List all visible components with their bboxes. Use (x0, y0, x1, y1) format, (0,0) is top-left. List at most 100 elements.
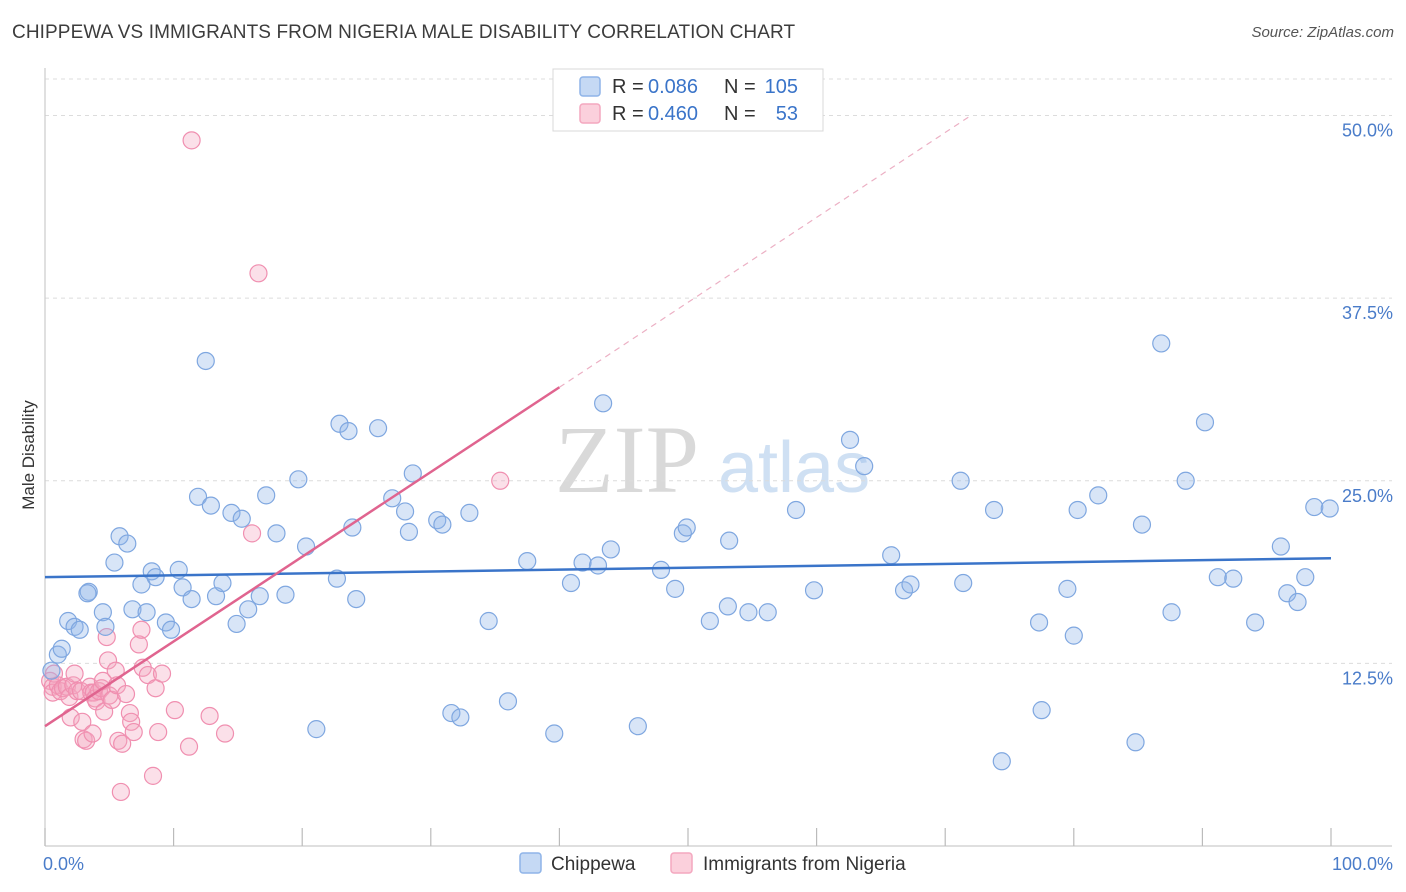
chippewa-point-62 (601, 540, 620, 559)
chippewa-point-98 (1271, 537, 1290, 556)
chippewa-point-86 (1064, 626, 1083, 645)
chart-title: CHIPPEWA VS IMMIGRANTS FROM NIGERIA MALE… (12, 22, 796, 43)
chippewa-point-100 (1288, 592, 1307, 612)
legend-n-label-2: N = (724, 103, 756, 125)
legend-n-value-1: 105 (765, 76, 798, 98)
chippewa-point-31 (239, 600, 258, 619)
chippewa-point-52 (451, 708, 470, 727)
nigeria-point-54 (249, 264, 268, 283)
nigeria-point-14 (73, 712, 92, 731)
chippewa-point-57 (545, 724, 564, 743)
chippewa-point-34 (267, 524, 286, 543)
chippewa-point-97 (1246, 613, 1265, 632)
source-label: Source: ZipAtlas.com (1251, 24, 1394, 41)
chippewa-point-7 (78, 584, 97, 603)
chippewa-point-68 (700, 611, 719, 631)
chippewa-point-103 (1320, 499, 1339, 518)
chippewa-point-5 (70, 620, 89, 639)
chippewa-point-58 (561, 573, 581, 593)
bottom-legend-label-chippewa: Chippewa (551, 854, 636, 875)
chippewa-point-55 (498, 692, 518, 711)
chippewa-point-30 (232, 509, 251, 528)
chippewa-point-56 (518, 552, 537, 571)
chippewa-point-76 (855, 457, 874, 476)
x-tick-label-max: 100.0% (1332, 854, 1393, 874)
chippewa-point-27 (213, 573, 232, 593)
nigeria-point-3 (44, 664, 64, 683)
watermark-zip-text: ZIP (555, 406, 699, 513)
chippewa-point-70 (720, 531, 739, 550)
chippewa-point-9 (96, 617, 115, 636)
chippewa-point-37 (296, 537, 316, 556)
nigeria-trend-extension (559, 115, 972, 388)
bottom-legend: Chippewa Immigrants from Nigeria (519, 852, 906, 875)
trend-lines (44, 115, 1332, 728)
legend-swatch-chippewa (579, 76, 601, 97)
chippewa-point-0 (42, 661, 61, 680)
legend-swatch-nigeria (579, 103, 601, 124)
chippewa-point-54 (479, 611, 498, 631)
chippewa-point-2 (52, 639, 71, 658)
watermark: ZIP atlas (555, 406, 870, 513)
chippewa-point-84 (1032, 701, 1051, 720)
axes (44, 68, 1392, 847)
nigeria-point-53 (242, 524, 262, 543)
chippewa-point-82 (984, 500, 1004, 520)
nigeria-point-50 (182, 131, 201, 150)
chippewa-point-60 (588, 556, 608, 575)
nigeria-point-19 (83, 724, 102, 743)
legend-n-label-1: N = (724, 76, 756, 98)
nigeria-point-44 (143, 766, 163, 785)
legend-r-label-2: R = (612, 103, 644, 125)
y-tick-label-1: 25.0% (1342, 486, 1393, 506)
legend-r-value-2: 0.460 (648, 103, 698, 125)
chippewa-point-39 (327, 569, 347, 588)
watermark-atlas-text: atlas (718, 428, 870, 508)
chippewa-point-15 (137, 603, 156, 622)
nigeria-point-39 (124, 722, 143, 742)
chippewa-point-38 (307, 720, 326, 739)
chippewa-point-72 (758, 603, 777, 622)
chippewa-point-51 (442, 703, 461, 723)
chippewa-point-43 (347, 589, 366, 609)
y-tick-label-2: 37.5% (1342, 303, 1393, 323)
nigeria-point-40 (129, 635, 148, 654)
nigeria-point-16 (77, 731, 96, 750)
chippewa-point-44 (368, 419, 388, 438)
chippewa-points (42, 334, 1339, 771)
chippewa-point-77 (882, 546, 901, 565)
chippewa-point-71 (739, 603, 758, 622)
nigeria-point-35 (113, 734, 132, 753)
chippewa-point-80 (951, 471, 970, 490)
chippewa-point-36 (289, 470, 308, 489)
y-tick-label-0: 12.5% (1342, 668, 1393, 688)
nigeria-point-51 (200, 706, 219, 726)
chippewa-point-12 (118, 534, 137, 553)
tick-labels: 12.5% 25.0% 37.5% 50.0% 0.0% 100.0% (43, 121, 1393, 874)
legend-n-value-2: 53 (776, 103, 798, 125)
chippewa-point-88 (1089, 486, 1108, 505)
chippewa-point-93 (1176, 471, 1195, 490)
chippewa-point-95 (1208, 568, 1227, 587)
chippewa-point-75 (840, 430, 860, 449)
nigeria-point-49 (179, 737, 199, 756)
chippewa-point-17 (146, 568, 165, 587)
chippewa-trend-line (44, 556, 1332, 579)
chippewa-point-33 (257, 486, 276, 505)
legend: R = 0.086 N = 105 R = 0.460 N = 53 (552, 68, 824, 132)
chippewa-point-91 (1152, 334, 1171, 353)
bottom-legend-swatch-chippewa (519, 852, 542, 874)
nigeria-point-34 (111, 782, 130, 802)
chippewa-point-96 (1224, 569, 1243, 588)
chippewa-point-42 (343, 518, 362, 537)
chippewa-point-92 (1162, 603, 1181, 622)
chippewa-point-32 (250, 587, 269, 606)
nigeria-point-47 (152, 664, 172, 683)
bottom-legend-swatch-nigeria (670, 852, 693, 874)
gridlines (45, 78, 1392, 664)
chippewa-point-104 (992, 752, 1011, 771)
y-tick-label-3: 50.0% (1342, 121, 1393, 141)
chippewa-point-41 (339, 421, 358, 441)
nigeria-point-46 (149, 722, 168, 742)
nigeria-point-28 (98, 651, 118, 670)
